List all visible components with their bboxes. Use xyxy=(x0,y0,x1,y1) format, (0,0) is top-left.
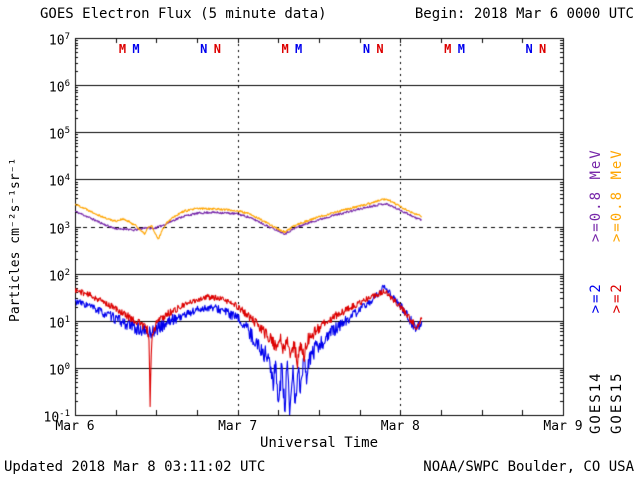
x-tick-label: Mar 6 xyxy=(55,419,95,434)
local-noon-marker: N xyxy=(200,42,208,56)
legend-goes15-ge08mev-label: >=0.8 MeV xyxy=(609,148,625,243)
x-axis-label: Universal Time xyxy=(260,435,379,451)
y-tick-label: 106 xyxy=(48,79,70,96)
legend-goes15-ge2mev-label: >=2 xyxy=(609,282,625,314)
legend-goes14-name: GOES14 xyxy=(588,371,604,434)
local-midnight-marker: M xyxy=(457,42,465,56)
credit-label: NOAA/SWPC Boulder, CO USA xyxy=(423,459,634,475)
legend-goes15: GOES15 >=2 >=0.8 MeV xyxy=(609,148,625,434)
local-midnight-marker: M xyxy=(281,42,289,56)
y-tick-label: 100 xyxy=(48,361,70,379)
y-axis-label: Particles cm⁻²s⁻¹sr⁻¹ xyxy=(8,157,23,322)
y-tick-label: 104 xyxy=(48,173,70,190)
updated-timestamp: Updated 2018 Mar 8 03:11:02 UTC xyxy=(4,459,266,475)
legend-goes14: GOES14 >=2 >=0.8 MeV xyxy=(588,148,604,434)
local-midnight-marker: M xyxy=(444,42,452,56)
local-noon-marker: N xyxy=(525,42,533,56)
local-midnight-marker: M xyxy=(132,42,140,56)
legend-goes14-ge2mev-label: >=2 xyxy=(588,282,604,314)
local-midnight-marker: M xyxy=(295,42,303,56)
y-tick-label: 107 xyxy=(48,32,70,49)
x-tick-label: Mar 8 xyxy=(380,419,420,434)
y-tick-label: 10-1 xyxy=(43,409,71,426)
local-noon-marker: N xyxy=(362,42,371,56)
x-tick-label: Mar 9 xyxy=(543,419,583,434)
local-noon-marker: N xyxy=(376,42,384,56)
y-tick-label: 101 xyxy=(48,314,70,332)
local-noon-marker: N xyxy=(213,42,221,56)
local-midnight-marker: M xyxy=(118,42,127,56)
begin-timestamp: Begin: 2018 Mar 6 0000 UTC xyxy=(414,6,634,22)
y-tick-label: 105 xyxy=(48,126,70,143)
x-tick-label: Mar 7 xyxy=(218,419,258,434)
y-tick-label: 102 xyxy=(48,267,70,284)
chart-title: GOES Electron Flux (5 minute data) xyxy=(40,6,327,22)
local-noon-marker: N xyxy=(539,42,547,56)
legend-goes15-name: GOES15 xyxy=(609,371,625,434)
legend-goes14-ge08mev-label: >=0.8 MeV xyxy=(588,148,604,243)
y-tick-label: 103 xyxy=(48,220,70,237)
